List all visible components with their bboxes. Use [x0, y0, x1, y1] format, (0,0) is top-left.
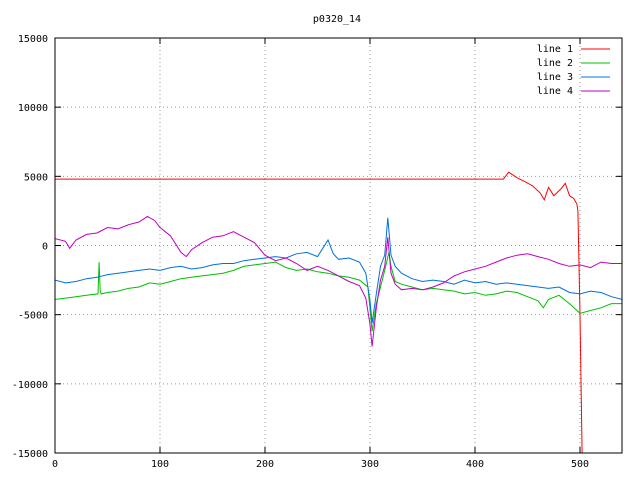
- legend: line 1 line 2 line 3 line 4: [537, 44, 610, 97]
- series-line-4: [55, 215, 622, 347]
- series-line-3: [55, 217, 622, 324]
- series-line-1: [55, 171, 583, 453]
- legend-label: line 3: [537, 72, 573, 83]
- y-tick-label: 10000: [18, 103, 48, 114]
- series-line-2: [55, 252, 622, 332]
- legend-label: line 4: [537, 86, 573, 97]
- x-tick-label: 200: [256, 459, 274, 470]
- grid: [55, 38, 622, 453]
- x-tick-label: 100: [151, 459, 169, 470]
- y-tick-label: 0: [42, 242, 48, 253]
- axis-ticks: 0 100 200 300 400 500 -15000 -10000 -5000 0 5000 10…: [12, 34, 622, 470]
- legend-label: line 2: [537, 58, 573, 69]
- y-tick-label: -10000: [12, 380, 48, 391]
- y-tick-label: -15000: [12, 449, 48, 460]
- y-tick-label: -5000: [18, 311, 48, 322]
- y-tick-label: 15000: [18, 34, 48, 45]
- x-tick-label: 500: [571, 459, 589, 470]
- x-tick-label: 400: [466, 459, 484, 470]
- plot-frame: [54, 37, 623, 454]
- x-tick-label: 300: [361, 459, 379, 470]
- x-tick-label: 0: [52, 459, 58, 470]
- series-lines: [55, 171, 622, 453]
- y-tick-label: 5000: [24, 172, 48, 183]
- legend-label: line 1: [537, 44, 573, 55]
- chart-title: p0320_14: [313, 14, 361, 25]
